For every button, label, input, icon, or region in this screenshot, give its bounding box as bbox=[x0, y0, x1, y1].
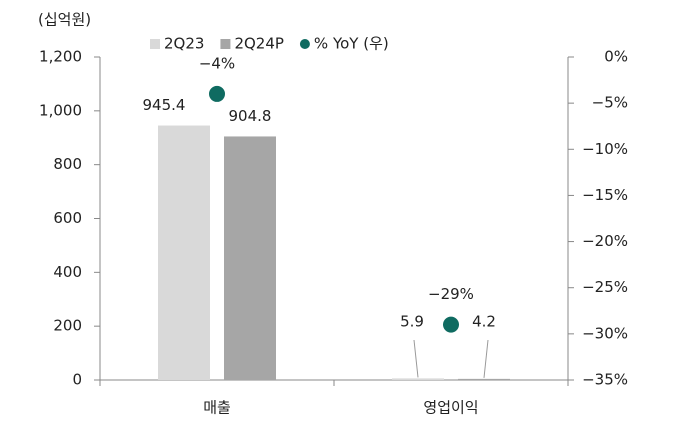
y2-tick-label: −25% bbox=[582, 278, 628, 296]
legend-marker bbox=[150, 39, 160, 49]
y2-tick-label: −15% bbox=[582, 186, 628, 204]
legend-marker bbox=[299, 39, 310, 49]
value-label: 945.4 bbox=[143, 96, 186, 114]
y-tick-label: 1,200 bbox=[39, 48, 82, 66]
leader-line bbox=[413, 339, 419, 378]
legend-label: % YoY (우) bbox=[314, 35, 389, 53]
bar bbox=[158, 125, 210, 380]
yoy-dot bbox=[443, 316, 459, 333]
y2-tick-label: −35% bbox=[582, 371, 628, 389]
bar bbox=[224, 136, 276, 380]
y2-tick-label: 0% bbox=[604, 48, 628, 66]
y-tick-label: 200 bbox=[53, 317, 82, 335]
value-label: 904.8 bbox=[229, 107, 272, 125]
value-label: 4.2 bbox=[472, 313, 496, 331]
yoy-label: −4% bbox=[199, 54, 235, 72]
legend-label: 2Q24P bbox=[234, 35, 283, 53]
y-tick-label: 400 bbox=[53, 263, 82, 281]
x-tick-label: 매출 bbox=[203, 399, 231, 417]
legend-label: 2Q23 bbox=[164, 35, 204, 53]
y2-tick-label: −20% bbox=[582, 232, 628, 250]
y-tick-label: 600 bbox=[53, 209, 82, 227]
bar bbox=[392, 378, 444, 380]
leader-line bbox=[483, 339, 489, 378]
y2-tick-label: −5% bbox=[592, 94, 628, 112]
x-tick-label: 영업이익 bbox=[423, 399, 478, 417]
unit-label: (십억원) bbox=[38, 11, 91, 29]
yoy-dot bbox=[209, 85, 225, 102]
y2-tick-label: −10% bbox=[582, 140, 628, 158]
y2-tick-label: −30% bbox=[582, 324, 628, 342]
y-tick-label: 800 bbox=[53, 155, 82, 173]
y-tick-label: 0 bbox=[72, 371, 82, 389]
legend-marker bbox=[220, 39, 231, 49]
y-tick-label: 1,000 bbox=[39, 101, 82, 119]
bar bbox=[458, 378, 510, 380]
yoy-label: −29% bbox=[428, 285, 474, 303]
value-label: 5.9 bbox=[400, 313, 424, 331]
